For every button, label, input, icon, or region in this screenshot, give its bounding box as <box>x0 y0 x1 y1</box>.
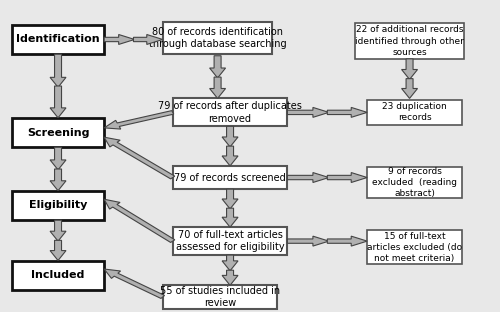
Polygon shape <box>50 169 66 191</box>
Polygon shape <box>50 86 66 118</box>
Bar <box>367 230 462 264</box>
Polygon shape <box>210 56 226 78</box>
Polygon shape <box>222 255 238 271</box>
Polygon shape <box>288 173 329 183</box>
Polygon shape <box>222 146 238 166</box>
Bar <box>12 261 104 290</box>
Polygon shape <box>104 137 175 179</box>
Bar <box>367 100 462 125</box>
Bar <box>12 25 104 54</box>
Polygon shape <box>402 79 417 98</box>
Polygon shape <box>222 189 238 209</box>
Text: 23 duplication
records: 23 duplication records <box>382 102 447 122</box>
Text: 55 of studies included in
review: 55 of studies included in review <box>160 286 280 308</box>
Polygon shape <box>104 35 134 44</box>
Text: Identification: Identification <box>16 34 100 45</box>
Polygon shape <box>288 236 329 246</box>
Polygon shape <box>402 59 417 80</box>
Text: 70 of full-text articles
assessed for eligibility: 70 of full-text articles assessed for el… <box>176 230 284 252</box>
Polygon shape <box>50 54 66 87</box>
Polygon shape <box>134 35 162 44</box>
Polygon shape <box>104 111 174 129</box>
Bar <box>354 23 465 59</box>
Polygon shape <box>104 199 175 242</box>
Text: 80 of records identification
through database searching: 80 of records identification through dat… <box>149 27 286 49</box>
Polygon shape <box>328 236 367 246</box>
Bar <box>367 167 462 198</box>
Text: 9 of records
excluded  (reading
abstract): 9 of records excluded (reading abstract) <box>372 167 457 198</box>
Polygon shape <box>328 107 367 117</box>
Text: Eligibility: Eligibility <box>29 200 87 210</box>
Polygon shape <box>222 270 238 285</box>
Text: 79 of records screened: 79 of records screened <box>174 173 286 183</box>
Polygon shape <box>50 240 66 261</box>
Text: 22 of additional records
identified through other
sources: 22 of additional records identified thro… <box>355 25 464 56</box>
Text: Included: Included <box>32 270 84 280</box>
Text: 15 of full-text
articles excluded (do
not meet criteria): 15 of full-text articles excluded (do no… <box>367 232 462 263</box>
Polygon shape <box>50 147 66 170</box>
Polygon shape <box>210 77 226 98</box>
Bar <box>12 118 104 147</box>
Bar <box>172 166 288 189</box>
Polygon shape <box>222 208 238 227</box>
Bar <box>162 285 278 309</box>
Polygon shape <box>222 126 238 147</box>
Bar <box>172 227 288 255</box>
Text: 79 of records after duplicates
removed: 79 of records after duplicates removed <box>158 101 302 124</box>
Polygon shape <box>328 173 367 183</box>
Polygon shape <box>104 269 164 299</box>
Bar <box>162 22 272 54</box>
Polygon shape <box>288 107 329 117</box>
Bar <box>12 191 104 220</box>
Polygon shape <box>50 220 66 241</box>
Text: Screening: Screening <box>27 128 90 138</box>
Bar <box>172 98 288 126</box>
